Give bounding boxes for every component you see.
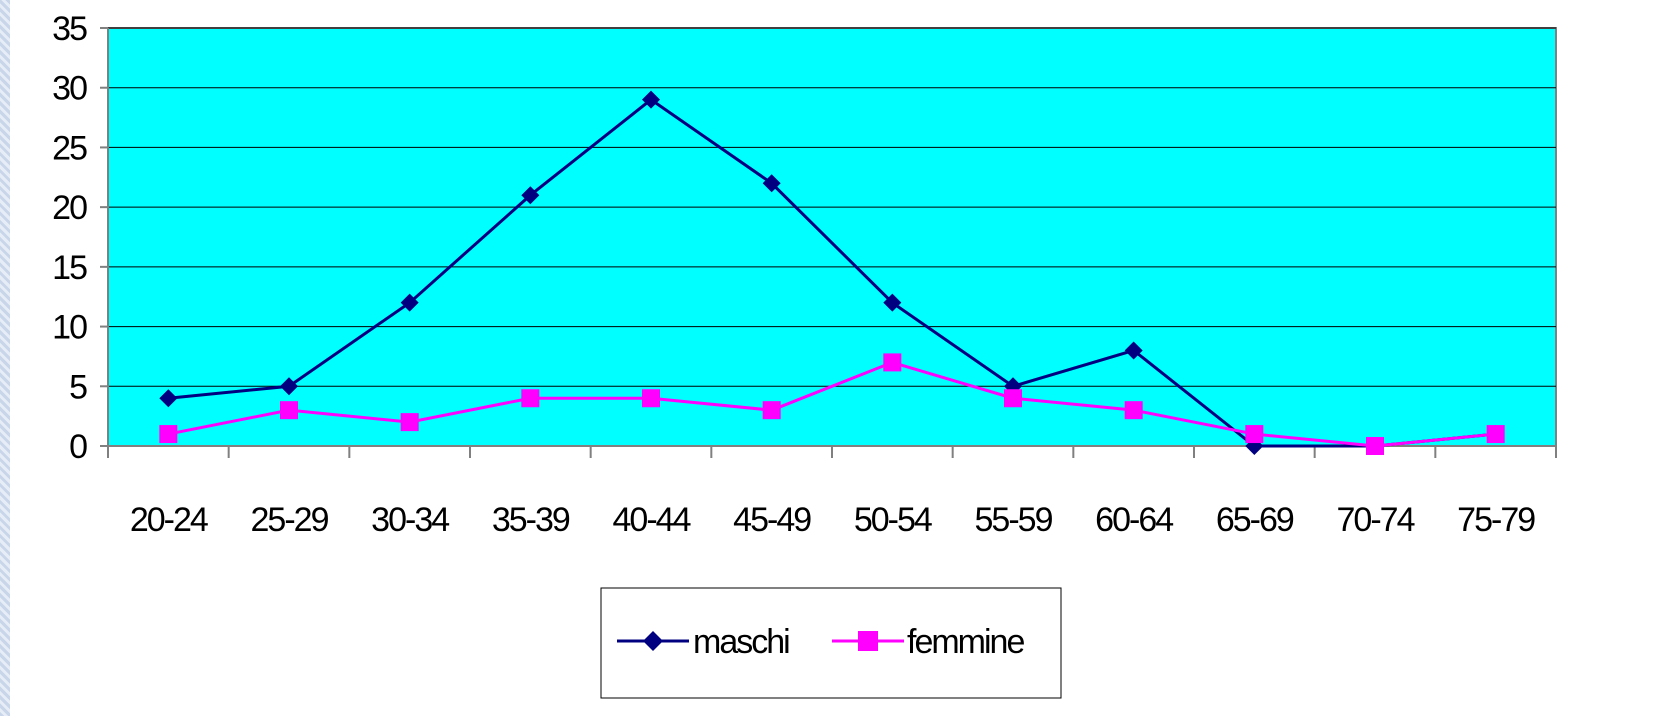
legend-box xyxy=(600,587,1062,699)
x-tick-label: 60-64 xyxy=(1095,501,1173,539)
data-point-maschi xyxy=(521,186,540,205)
data-point-maschi xyxy=(159,389,178,408)
data-point-maschi xyxy=(762,174,781,193)
data-point-maschi xyxy=(400,293,419,312)
data-point-femmine xyxy=(1366,437,1384,455)
x-tick-label: 25-29 xyxy=(251,501,329,539)
y-tick-label: 0 xyxy=(69,428,87,466)
x-tick-label: 40-44 xyxy=(613,501,691,539)
data-point-femmine xyxy=(762,401,781,420)
data-point-femmine xyxy=(883,353,902,372)
y-tick-label: 20 xyxy=(52,189,87,227)
y-tick-label: 15 xyxy=(52,249,87,287)
legend-label-femmine: femmine xyxy=(907,623,1024,661)
y-tick-label: 10 xyxy=(52,309,87,347)
x-tick-label: 45-49 xyxy=(733,501,811,539)
x-tick-label: 65-69 xyxy=(1216,501,1294,539)
x-tick-label: 55-59 xyxy=(975,501,1053,539)
data-point-femmine xyxy=(642,389,660,408)
data-point-maschi xyxy=(642,90,660,109)
x-tick-label: 70-74 xyxy=(1337,501,1415,539)
legend-marker-femmine xyxy=(858,631,878,651)
data-point-maschi xyxy=(280,377,298,396)
data-point-femmine xyxy=(159,425,178,444)
axes: 0 5 10 15 20 25 30 35 20-24 25-29 30-34 35-39 40-44 4… xyxy=(52,10,1557,539)
data-point-femmine xyxy=(1004,389,1022,408)
y-tick-label: 35 xyxy=(52,10,87,48)
x-tick-label: 35-39 xyxy=(492,501,570,539)
x-tick-label: 75-79 xyxy=(1457,501,1535,539)
legend-label-maschi: maschi xyxy=(693,623,789,661)
data-point-femmine xyxy=(280,401,298,420)
data-point-femmine xyxy=(400,413,419,432)
series-femmine xyxy=(159,353,1505,455)
x-tick-label: 20-24 xyxy=(130,501,208,539)
y-tick-label: 30 xyxy=(52,70,87,108)
data-point-femmine xyxy=(1124,401,1143,420)
data-point-femmine xyxy=(1245,425,1264,444)
data-point-femmine xyxy=(521,389,540,408)
series-layer xyxy=(159,90,1505,455)
x-tick-label: 50-54 xyxy=(854,501,932,539)
gridlines xyxy=(108,27,1556,387)
y-tick-label: 25 xyxy=(52,129,87,167)
legend-marker-maschi xyxy=(643,631,663,651)
data-point-maschi xyxy=(1124,341,1143,360)
series-line-maschi xyxy=(168,97,1496,448)
data-point-maschi xyxy=(883,293,902,312)
y-tick-label: 5 xyxy=(69,368,87,406)
decorative-border xyxy=(0,0,10,716)
data-point-femmine xyxy=(1486,425,1505,444)
plot-area xyxy=(107,27,1557,447)
x-tick-label: 30-34 xyxy=(371,501,449,539)
legend: maschi femmine xyxy=(600,587,1062,699)
series-line-femmine xyxy=(168,360,1496,448)
